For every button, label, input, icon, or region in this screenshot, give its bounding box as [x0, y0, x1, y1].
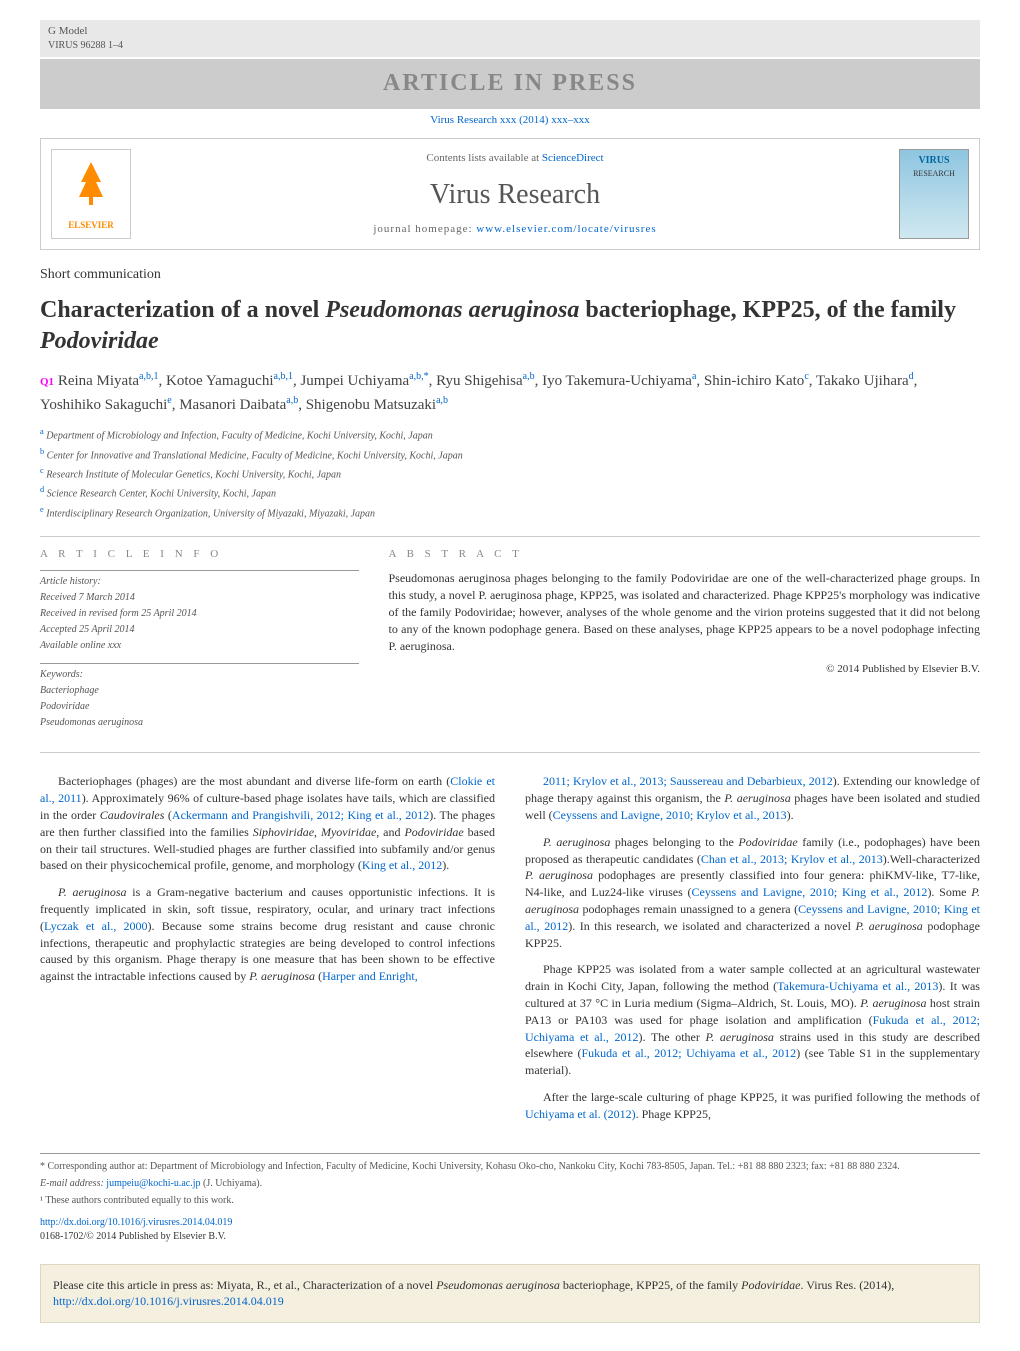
- body-col-left: Bacteriophages (phages) are the most abu…: [40, 773, 495, 1132]
- elsevier-logo: ELSEVIER: [51, 149, 131, 239]
- sciencedirect-link[interactable]: ScienceDirect: [542, 152, 604, 164]
- journal-header: ELSEVIER Contents lists available at Sci…: [40, 138, 980, 250]
- tree-icon: [71, 157, 111, 219]
- doi-top: Virus Research xxx (2014) xxx–xxx: [40, 113, 980, 128]
- homepage-link[interactable]: www.elsevier.com/locate/virusres: [476, 223, 656, 235]
- history-label: Article history:: [40, 575, 359, 589]
- email-line: E-mail address: jumpeiu@kochi-u.ac.jp (J…: [40, 1177, 980, 1191]
- journal-title: Virus Research: [131, 175, 899, 214]
- affiliations: a Department of Microbiology and Infecti…: [40, 426, 980, 521]
- journal-cover: VIRUS RESEARCH: [899, 149, 969, 239]
- authors: Q1 Reina Miyataa,b,1, Kotoe Yamaguchia,b…: [40, 369, 980, 416]
- cover-sub: RESEARCH: [913, 168, 955, 179]
- keywords-label: Keywords:: [40, 668, 359, 682]
- doi-link[interactable]: http://dx.doi.org/10.1016/j.virusres.201…: [40, 1217, 232, 1228]
- q1-marker: Q1: [40, 376, 54, 388]
- footnotes: * Corresponding author at: Department of…: [40, 1153, 980, 1208]
- authors-list: Reina Miyataa,b,1, Kotoe Yamaguchia,b,1,…: [40, 373, 917, 413]
- email-link[interactable]: jumpeiu@kochi-u.ac.jp: [106, 1178, 200, 1189]
- body-col-right: 2011; Krylov et al., 2013; Saussereau an…: [525, 773, 980, 1132]
- contents-line: Contents lists available at ScienceDirec…: [131, 151, 899, 166]
- keywords: Keywords: BacteriophagePodoviridaePseudo…: [40, 663, 359, 730]
- info-head: A R T I C L E I N F O: [40, 547, 359, 562]
- cite-doi-link[interactable]: http://dx.doi.org/10.1016/j.virusres.201…: [53, 1294, 284, 1308]
- issn: 0168-1702/© 2014 Published by Elsevier B…: [40, 1231, 226, 1242]
- gmodel-line2: VIRUS 96288 1–4: [48, 39, 972, 53]
- gmodel-line1: G Model: [48, 24, 972, 39]
- gmodel-header: G Model VIRUS 96288 1–4: [40, 20, 980, 57]
- cite-box: Please cite this article in press as: Mi…: [40, 1264, 980, 1324]
- contrib-note: ¹ These authors contributed equally to t…: [40, 1194, 980, 1208]
- corresponding-author: * Corresponding author at: Department of…: [40, 1160, 980, 1174]
- journal-homepage: journal homepage: www.elsevier.com/locat…: [131, 222, 899, 237]
- abstract-text: Pseudomonas aeruginosa phages belonging …: [389, 570, 981, 654]
- article-title: Characterization of a novel Pseudomonas …: [40, 295, 980, 357]
- copyright: © 2014 Published by Elsevier B.V.: [389, 662, 981, 677]
- cover-title: VIRUS: [918, 154, 949, 168]
- article-history: Article history: Received 7 March 2014Re…: [40, 570, 359, 653]
- article-type: Short communication: [40, 265, 980, 285]
- doi-block: http://dx.doi.org/10.1016/j.virusres.201…: [40, 1216, 980, 1244]
- divider: [40, 752, 980, 753]
- press-banner: ARTICLE IN PRESS: [40, 59, 980, 109]
- elsevier-text: ELSEVIER: [68, 219, 114, 232]
- abstract-head: A B S T R A C T: [389, 547, 981, 562]
- divider: [40, 536, 980, 537]
